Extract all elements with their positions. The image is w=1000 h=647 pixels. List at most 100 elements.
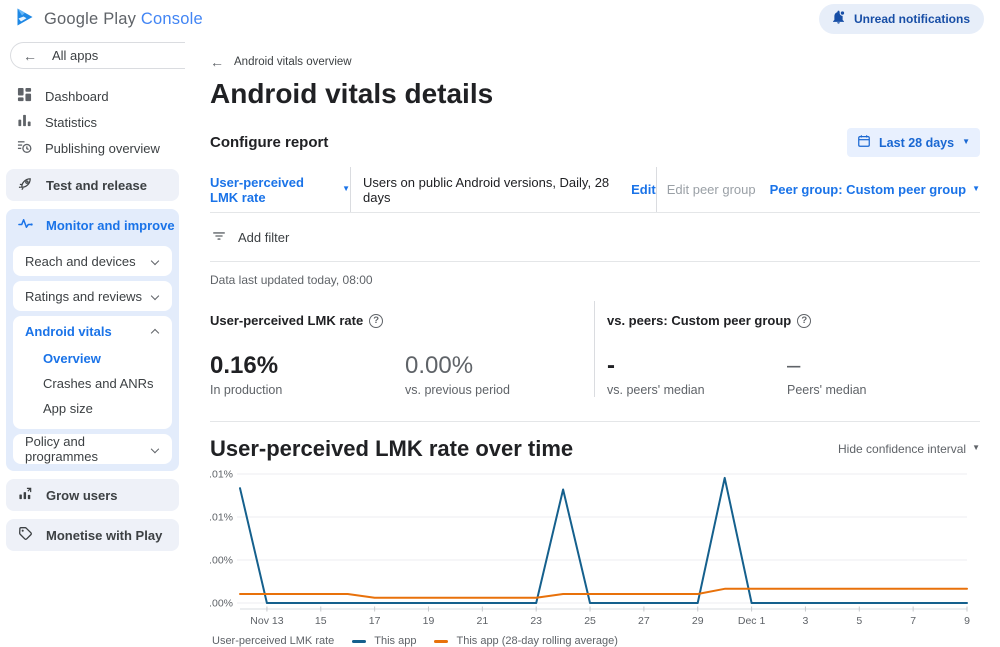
breadcrumb[interactable]: ← Android vitals overview (210, 54, 980, 70)
sidebar-item-publishing-overview[interactable]: Publishing overview (0, 135, 185, 161)
bell-icon (831, 10, 846, 28)
svg-text:5: 5 (856, 615, 862, 627)
breadcrumb-label: Android vitals overview (234, 56, 352, 68)
sidebar-item-android-vitals[interactable]: Android vitals (25, 316, 160, 346)
help-icon[interactable]: ? (369, 314, 383, 328)
metric-card: 0.16% In production (210, 352, 405, 397)
top-bar: Google Play Console Unread notifications (0, 0, 1000, 38)
chart-legend: User-perceived LMK rate This app This ap… (210, 635, 980, 647)
sidebar-item-overview[interactable]: Overview (25, 346, 160, 371)
notifications-label: Unread notifications (854, 12, 970, 26)
metric-card: – Peers' median (787, 352, 867, 397)
calendar-icon (857, 134, 871, 151)
chevron-up-icon (151, 329, 159, 337)
ratings-and-reviews-card: Ratings and reviews (13, 281, 172, 311)
android-vitals-card: Android vitals Overview Crashes and ANRs… (13, 316, 172, 429)
chart-canvas: 0.01%0.01%0.00%0.00%Nov 1315171921232527… (210, 466, 980, 628)
metric-value: - (607, 352, 787, 380)
edit-dimensions-link[interactable]: Edit (631, 182, 656, 197)
monitor-and-improve-section: Monitor and improve Reach and devices Ra… (6, 209, 179, 471)
sidebar-item-label: Crashes and ANRs (43, 376, 154, 391)
sidebar-item-label: Monetise with Play (46, 528, 162, 543)
peer-group-dropdown[interactable]: Peer group: Custom peer group ▼ (770, 182, 980, 197)
vitals-line-chart[interactable]: 0.01%0.01%0.00%0.00%Nov 1315171921232527… (210, 466, 980, 633)
configure-report-heading: Configure report (210, 134, 328, 151)
sidebar-item-monitor-and-improve[interactable]: Monitor and improve (6, 209, 179, 241)
logo-text: Google Play Console (44, 10, 203, 29)
reach-and-devices-card: Reach and devices (13, 246, 172, 276)
metric-label: Peers' median (787, 383, 867, 397)
svg-text:25: 25 (584, 615, 596, 627)
svg-text:0.00%: 0.00% (210, 598, 233, 610)
sidebar-item-crashes-and-anrs[interactable]: Crashes and ANRs (25, 371, 160, 396)
legend-label: This app (28-day rolling average) (456, 635, 617, 647)
metric-group-title: User-perceived LMK rate (210, 313, 363, 328)
back-arrow-icon: ← (23, 48, 37, 64)
dimensions-summary: Users on public Android versions, Daily,… (363, 175, 609, 205)
chevron-down-icon (151, 292, 159, 300)
sidebar-item-ratings-and-reviews[interactable]: Ratings and reviews (25, 281, 160, 311)
sidebar-item-policy-and-programmes[interactable]: Policy and programmes (25, 434, 160, 464)
svg-text:15: 15 (315, 615, 327, 627)
svg-text:Nov 13: Nov 13 (250, 615, 283, 627)
sidebar-item-label: Statistics (45, 115, 97, 130)
legend-label: This app (374, 635, 416, 647)
sidebar-item-label: Ratings and reviews (25, 289, 142, 304)
help-icon[interactable]: ? (797, 314, 811, 328)
svg-text:0.00%: 0.00% (210, 555, 233, 567)
svg-text:21: 21 (476, 615, 488, 627)
metric-dropdown[interactable]: User-perceived LMK rate ▼ (210, 167, 350, 212)
svg-text:3: 3 (803, 615, 809, 627)
svg-text:17: 17 (369, 615, 381, 627)
svg-text:Dec 1: Dec 1 (738, 615, 766, 627)
publishing-overview-icon (17, 139, 32, 157)
svg-text:19: 19 (423, 615, 435, 627)
sidebar-item-label: Test and release (46, 178, 147, 193)
metric-value: 0.00% (405, 352, 510, 380)
date-range-selector[interactable]: Last 28 days ▼ (847, 128, 980, 157)
edit-peer-group-button[interactable]: Edit peer group (667, 182, 756, 197)
sidebar-item-label: Dashboard (45, 89, 109, 104)
caret-down-icon: ▼ (342, 185, 350, 193)
svg-text:9: 9 (964, 615, 970, 627)
metric-group-title: vs. peers: Custom peer group (607, 313, 791, 328)
sidebar-item-label: Reach and devices (25, 254, 136, 269)
series-color-swatch (434, 640, 448, 643)
legend-title: User-perceived LMK rate (212, 635, 334, 647)
svg-text:7: 7 (910, 615, 916, 627)
dashboard-icon (17, 87, 32, 105)
caret-down-icon: ▼ (962, 138, 970, 146)
filter-icon (212, 229, 226, 246)
sidebar-item-dashboard[interactable]: Dashboard (0, 83, 185, 109)
sidebar-item-monetise-with-play[interactable]: Monetise with Play (6, 519, 179, 551)
sidebar-item-label: Android vitals (25, 324, 112, 339)
sidebar-item-label: Policy and programmes (25, 434, 152, 464)
pulse-icon (18, 216, 33, 234)
peer-group-label: Peer group: Custom peer group (770, 182, 966, 197)
sidebar-item-label: Publishing overview (45, 141, 160, 156)
sidebar-item-reach-and-devices[interactable]: Reach and devices (25, 246, 160, 276)
svg-text:0.01%: 0.01% (210, 511, 233, 523)
metrics-summary: User-perceived LMK rate ? 0.16% In produ… (210, 301, 980, 422)
metric-label: vs. previous period (405, 383, 510, 397)
svg-text:27: 27 (638, 615, 650, 627)
confidence-interval-toggle[interactable]: Hide confidence interval ▼ (838, 442, 980, 456)
page-title: Android vitals details (210, 78, 980, 110)
add-filter-button[interactable]: Add filter (210, 213, 980, 262)
legend-item-rolling-average: This app (28-day rolling average) (434, 635, 617, 647)
sidebar-item-app-size[interactable]: App size (25, 396, 160, 421)
metric-value: – (787, 352, 867, 380)
sidebar-item-statistics[interactable]: Statistics (0, 109, 185, 135)
main-content: ← Android vitals overview Android vitals… (185, 38, 1000, 642)
play-triangle-icon (14, 6, 36, 33)
all-apps-button[interactable]: ← All apps (10, 42, 185, 69)
price-tag-icon (18, 526, 33, 544)
google-play-console-logo[interactable]: Google Play Console (14, 6, 203, 33)
date-range-label: Last 28 days (879, 136, 954, 150)
unread-notifications-button[interactable]: Unread notifications (819, 4, 984, 34)
sidebar-item-test-and-release[interactable]: Test and release (6, 169, 179, 201)
metric-label: In production (210, 383, 405, 397)
add-filter-label: Add filter (238, 230, 289, 245)
sidebar-item-grow-users[interactable]: Grow users (6, 479, 179, 511)
rocket-icon (18, 176, 33, 194)
